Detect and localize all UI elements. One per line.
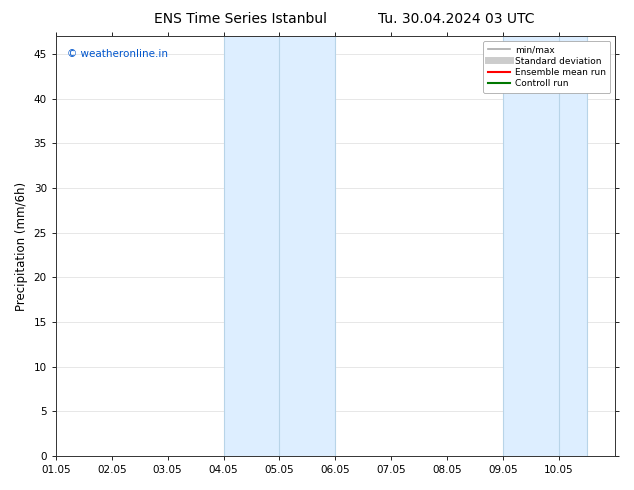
- Text: Tu. 30.04.2024 03 UTC: Tu. 30.04.2024 03 UTC: [378, 12, 534, 26]
- Bar: [503, 36, 587, 456]
- Y-axis label: Precipitation (mm/6h): Precipitation (mm/6h): [15, 182, 28, 311]
- Bar: [224, 36, 335, 456]
- Text: ENS Time Series Istanbul: ENS Time Series Istanbul: [155, 12, 327, 26]
- Legend: min/max, Standard deviation, Ensemble mean run, Controll run: min/max, Standard deviation, Ensemble me…: [483, 41, 611, 93]
- Text: © weatheronline.in: © weatheronline.in: [67, 49, 168, 59]
